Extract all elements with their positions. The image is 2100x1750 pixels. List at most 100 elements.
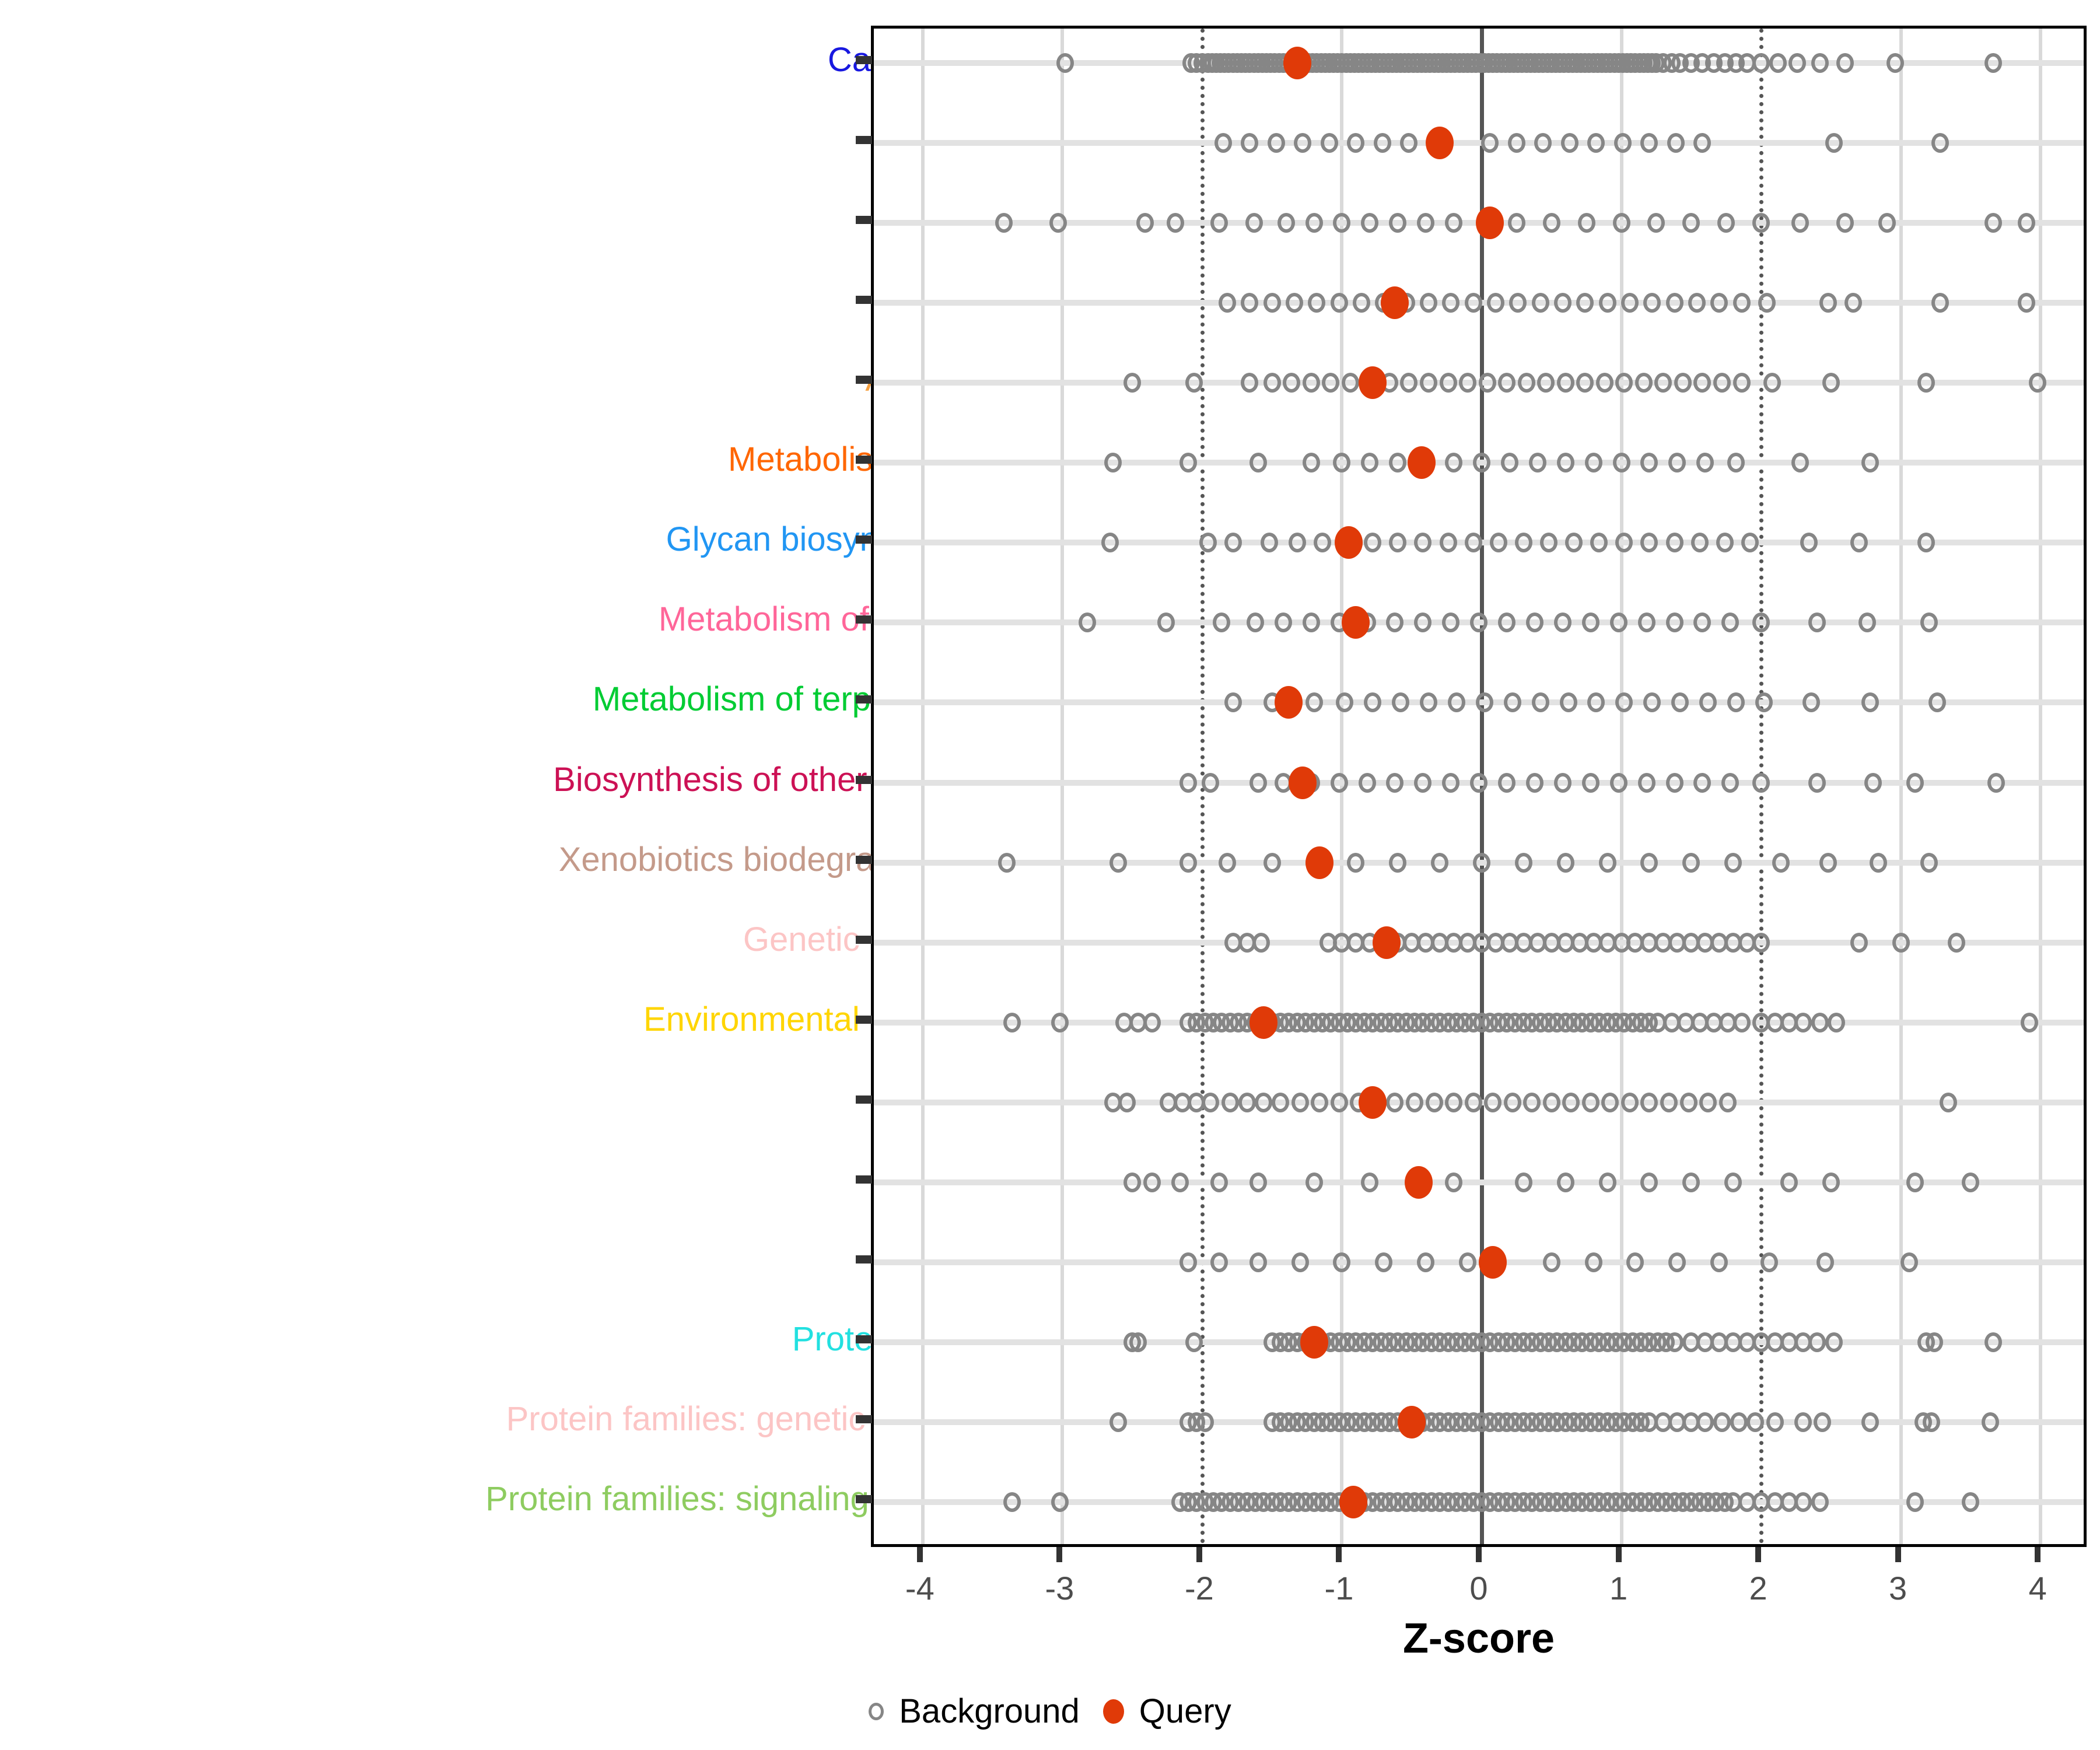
background-point [1528, 453, 1546, 473]
background-point [1811, 53, 1829, 73]
background-point [1892, 932, 1910, 953]
background-point [1601, 1092, 1619, 1112]
background-point [1330, 772, 1348, 793]
background-point [1724, 1172, 1742, 1192]
row-baseline [874, 1259, 2084, 1265]
background-point [1526, 772, 1544, 793]
background-point [1464, 533, 1482, 553]
background-point [1665, 1332, 1684, 1352]
background-point [1587, 692, 1605, 713]
background-point [1079, 612, 1097, 633]
background-point [1634, 373, 1653, 393]
background-point [1906, 1172, 1924, 1192]
background-point [2020, 1012, 2038, 1032]
background-point [1752, 612, 1770, 633]
background-point [1305, 1172, 1323, 1192]
background-point [1481, 133, 1499, 153]
x-axis-tick--1 [1336, 1547, 1342, 1562]
background-point [1274, 612, 1292, 633]
background-point [1167, 213, 1185, 233]
background-point [1870, 852, 1888, 873]
background-point [1364, 692, 1382, 713]
background-point [1219, 293, 1237, 313]
background-point [1640, 453, 1658, 473]
gridline-x--4 [921, 29, 925, 1544]
background-point [1003, 1492, 1021, 1512]
background-point [1445, 453, 1463, 473]
row-baseline [874, 1179, 2084, 1185]
background-point [1389, 213, 1407, 233]
background-point [2018, 293, 2036, 313]
background-point [1464, 1092, 1482, 1112]
background-point [1679, 1092, 1698, 1112]
background-point [1336, 692, 1354, 713]
y-axis-tick [856, 855, 872, 864]
background-point [1696, 1412, 1714, 1432]
background-point [1503, 1092, 1521, 1112]
gridline-x-4 [2039, 29, 2043, 1544]
background-point [1124, 1172, 1142, 1192]
x-axis-tick-3 [1895, 1547, 1901, 1562]
background-point [1640, 1172, 1658, 1192]
background-point [1347, 852, 1365, 873]
background-point [1864, 772, 1882, 793]
background-point [1794, 1012, 1812, 1032]
background-point [1987, 772, 2005, 793]
background-point [1665, 533, 1684, 553]
y-axis-tick [856, 1495, 872, 1503]
background-point [1313, 533, 1331, 553]
background-point [1612, 453, 1630, 473]
background-point [995, 213, 1013, 233]
background-point [1249, 453, 1267, 473]
background-point [1690, 533, 1709, 553]
background-point [1654, 373, 1672, 393]
query-point [1476, 206, 1504, 240]
query-point [1381, 286, 1409, 320]
background-point [1003, 1012, 1021, 1032]
background-point [1581, 772, 1600, 793]
background-point [1931, 293, 1949, 313]
background-point [1923, 1412, 1941, 1432]
background-point [1817, 1252, 1835, 1272]
background-point [1920, 612, 1938, 633]
background-point [1755, 692, 1773, 713]
background-point [1887, 53, 1905, 73]
x-axis-tick-label--4: -4 [905, 1570, 935, 1606]
background-point [1710, 1252, 1728, 1272]
background-point [1758, 293, 1776, 313]
background-point [1442, 772, 1460, 793]
x-axis-tick-label--2: -2 [1185, 1570, 1214, 1606]
background-point [1392, 692, 1410, 713]
background-point [1587, 133, 1605, 153]
background-point [1288, 533, 1306, 553]
background-point [1620, 293, 1639, 313]
background-point [1514, 533, 1532, 553]
background-point [1214, 133, 1232, 153]
background-point [1539, 533, 1558, 553]
background-point [1760, 1252, 1779, 1272]
background-point [1598, 852, 1616, 873]
background-point [1615, 533, 1633, 553]
background-point [1179, 772, 1197, 793]
background-point [1732, 373, 1751, 393]
background-point [1445, 1092, 1463, 1112]
y-axis-tick [856, 376, 872, 384]
background-point [1556, 852, 1574, 873]
legend-item-query: Query [1102, 1692, 1231, 1731]
background-point [1219, 852, 1237, 873]
background-point [1431, 852, 1449, 873]
background-point [1322, 373, 1340, 393]
y-axis-tick [856, 56, 872, 64]
background-point [2018, 213, 2036, 233]
background-point [1464, 293, 1482, 313]
y-axis-tick [856, 1015, 872, 1024]
background-point [1478, 373, 1496, 393]
y-axis-tick [856, 296, 872, 304]
background-point [1241, 293, 1259, 313]
background-point [1984, 1332, 2002, 1352]
background-point [1699, 692, 1717, 713]
background-point [1962, 1492, 1980, 1512]
x-axis-tick-label-0: 0 [1469, 1570, 1488, 1606]
background-point [1199, 533, 1217, 553]
x-axis-tick-1 [1615, 1547, 1622, 1562]
